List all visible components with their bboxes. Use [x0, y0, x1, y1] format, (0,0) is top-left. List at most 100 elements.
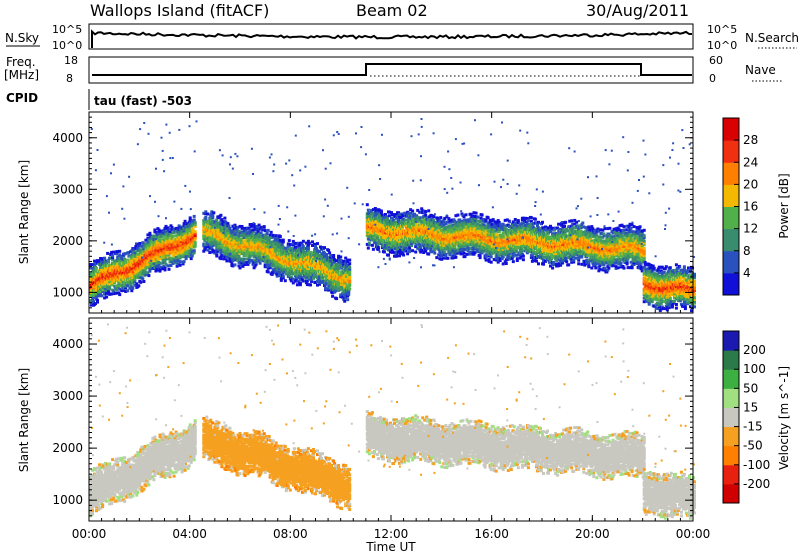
range-cell	[323, 246, 326, 249]
cpid-label: CPID	[6, 91, 38, 105]
range-cell	[348, 266, 351, 269]
range-cell	[167, 264, 170, 267]
range-cell	[371, 244, 374, 247]
range-cell	[404, 219, 407, 222]
range-cell	[111, 254, 114, 257]
range-cell	[427, 209, 430, 212]
range-cell	[193, 219, 196, 222]
range-cell	[411, 249, 414, 252]
range-cell	[193, 249, 196, 252]
range-cell	[331, 295, 334, 298]
range-cell	[148, 232, 151, 235]
nsky-tick-high: 10^5	[52, 23, 82, 36]
range-cell	[346, 298, 349, 301]
range-cell	[208, 251, 211, 254]
range-cell	[100, 294, 103, 297]
range-cell	[179, 260, 182, 263]
range-cell	[367, 247, 370, 250]
range-cell	[366, 203, 369, 206]
cpid-value: tau (fast) -503	[94, 94, 192, 108]
range-cell	[411, 210, 414, 213]
range-cell	[387, 254, 390, 257]
range-cell	[189, 216, 192, 219]
range-cell	[339, 256, 342, 259]
range-cell	[289, 243, 292, 246]
range-cell	[92, 297, 95, 300]
nsky-panel: N.Sky 10^5 10^0 10^5 10^0 N.Search	[5, 23, 799, 52]
range-cell	[332, 254, 335, 257]
range-cell	[279, 235, 282, 238]
freq-panel: Freq. [MHz] 18 8 60 0 Nave	[4, 54, 782, 85]
range-cell	[454, 256, 457, 259]
range-cell	[427, 253, 430, 256]
range-cell	[263, 225, 266, 228]
range-cell	[337, 267, 340, 270]
range-cell	[147, 274, 150, 277]
range-cell	[456, 214, 459, 217]
range-cell	[446, 257, 449, 260]
range-cell	[194, 221, 197, 224]
range-cell	[334, 289, 337, 292]
range-cell	[308, 242, 311, 245]
range-cell	[380, 210, 383, 213]
range-cell	[106, 252, 109, 255]
range-cell	[194, 241, 197, 244]
range-cell	[433, 252, 436, 255]
range-cell	[131, 287, 134, 290]
range-cell	[348, 262, 351, 265]
range-cell	[225, 259, 228, 262]
range-cell	[234, 263, 237, 266]
range-cell	[414, 251, 417, 254]
range-cell	[309, 283, 312, 286]
nsky-label: N.Sky	[5, 31, 39, 45]
range-cell	[118, 293, 121, 296]
freq-unit-label: [MHz]	[4, 68, 39, 82]
range-cell	[96, 299, 99, 302]
range-cell	[270, 231, 273, 234]
station-title: Wallops Island (fitACF)	[90, 1, 269, 20]
range-cell	[465, 213, 468, 216]
range-cell	[267, 229, 270, 232]
beam-title: Beam 02	[356, 1, 428, 20]
range-cell	[172, 235, 175, 238]
range-cell	[383, 251, 386, 254]
range-cell	[463, 252, 466, 255]
range-cell	[284, 279, 287, 282]
range-cell	[223, 217, 226, 220]
range-cell	[435, 256, 438, 259]
range-cell	[164, 267, 167, 270]
range-cell	[325, 253, 328, 256]
range-cell	[316, 242, 319, 245]
range-cell	[335, 297, 338, 300]
nave-tick-high: 60	[709, 54, 723, 67]
range-cell	[194, 230, 197, 233]
nsearch-label: N.Search	[745, 31, 799, 45]
range-cell	[211, 214, 214, 217]
range-cell	[105, 296, 108, 299]
range-cell	[212, 211, 215, 214]
range-cell	[348, 288, 351, 291]
range-cell	[348, 259, 351, 262]
range-cell	[206, 213, 209, 216]
range-cell	[118, 250, 121, 253]
range-cell	[272, 234, 275, 237]
range-cell	[368, 241, 371, 244]
range-cell	[204, 216, 207, 219]
range-cell	[372, 248, 375, 251]
range-cell	[179, 264, 182, 267]
range-cell	[282, 239, 285, 242]
range-cell	[267, 270, 270, 273]
range-cell	[245, 258, 248, 261]
range-cell	[439, 216, 442, 219]
range-cell	[190, 257, 193, 260]
freq-tick-high: 18	[64, 54, 78, 67]
range-cell	[239, 266, 242, 269]
range-cell	[138, 242, 141, 245]
range-cell	[142, 280, 145, 283]
nsky-tick-low: 10^0	[52, 39, 82, 52]
date-title: 30/Aug/2011	[586, 1, 689, 20]
range-cell	[302, 240, 305, 243]
nsky-trace	[92, 32, 692, 49]
nave-label: Nave	[745, 63, 776, 77]
